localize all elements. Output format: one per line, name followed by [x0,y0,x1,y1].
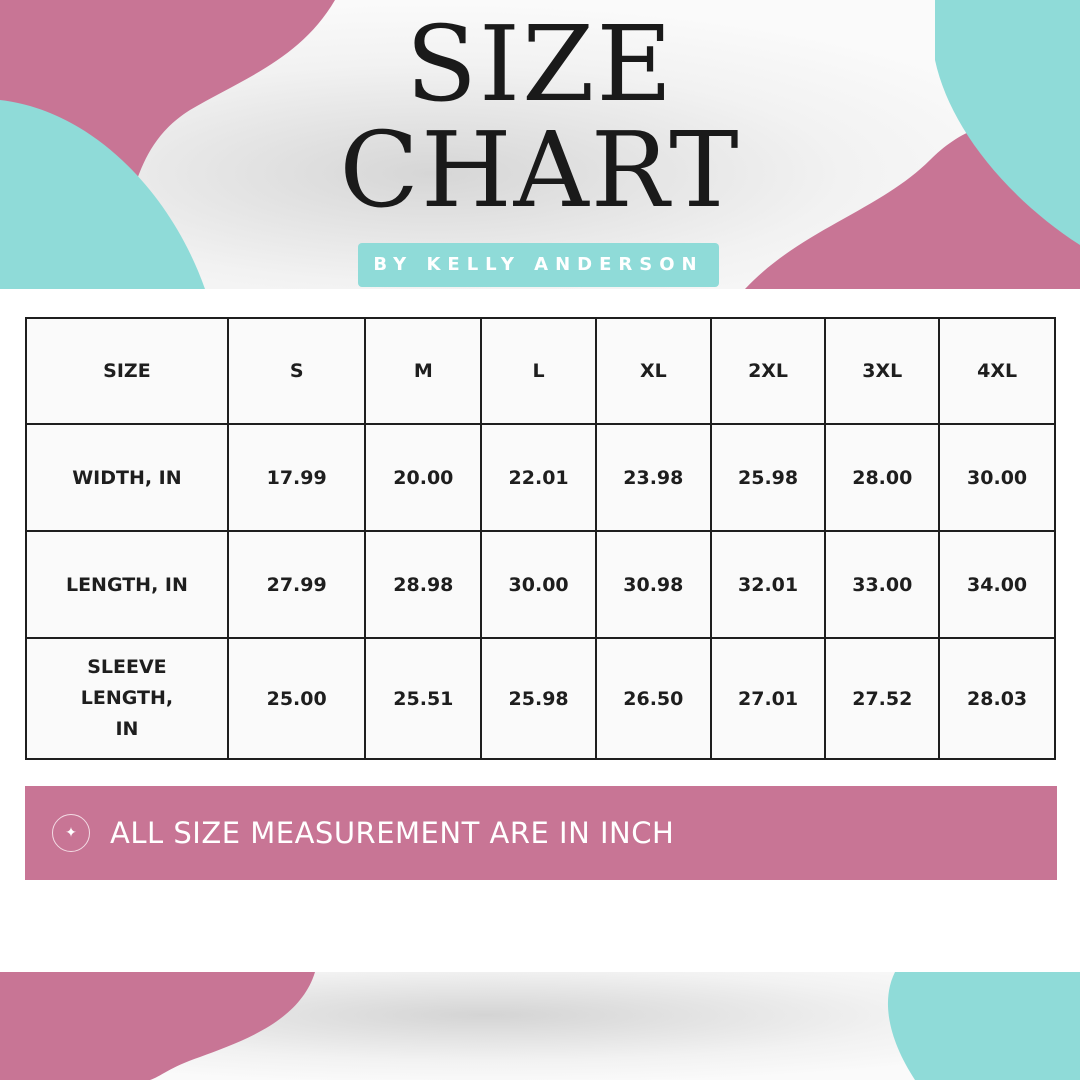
table-cell[interactable]: L [480,317,597,425]
row-label-cell[interactable]: SLEEVE LENGTH, IN [25,637,229,760]
decorative-blobs-footer [0,972,1080,1080]
table-cell[interactable]: 32.01 [709,530,827,639]
row-label-cell[interactable]: WIDTH, IN [25,423,229,532]
table-row: LENGTH, IN 27.99 28.98 30.00 30.98 32.01 33.00… [25,530,1056,639]
table-cell[interactable]: 3XL [824,317,941,425]
table-cell[interactable]: 17.99 [226,423,367,532]
table-row: WIDTH, IN 17.99 20.00 22.01 23.98 25.98 28.00 3… [25,423,1056,532]
table-header-row: SIZE S M L XL 2XL 3XL 4XL [25,317,1056,425]
sparkle-icon: ✦ [52,814,90,852]
table-cell[interactable]: S [226,317,367,425]
row-label-cell[interactable]: SIZE [25,317,229,425]
byline-badge: BY KELLY ANDERSON [358,243,719,287]
table-row: SLEEVE LENGTH, IN 25.00 25.51 25.98 26.50 27.… [25,637,1056,760]
table-cell[interactable]: 20.00 [364,423,483,532]
table-cell[interactable]: 25.98 [480,637,597,760]
row-label-cell[interactable]: LENGTH, IN [25,530,229,639]
table-cell[interactable]: M [364,317,483,425]
table-cell[interactable]: 22.01 [480,423,597,532]
table-cell[interactable]: 27.99 [226,530,367,639]
table-cell[interactable]: 30.98 [594,530,712,639]
table-cell[interactable]: 28.03 [938,637,1056,760]
title-line-2: CHART [339,109,741,231]
table-cell[interactable]: 25.51 [364,637,483,760]
table-cell[interactable]: XL [594,317,712,425]
table-cell[interactable]: 33.00 [824,530,941,639]
table-cell[interactable]: 23.98 [594,423,712,532]
decorative-blobs [0,0,1080,289]
table-cell[interactable]: 30.00 [480,530,597,639]
table-cell[interactable]: 25.98 [709,423,827,532]
size-table: SIZE S M L XL 2XL 3XL 4XL WIDTH, IN 17.99 20.00 22.… [25,317,1056,760]
table-cell[interactable]: 27.52 [824,637,941,760]
table-cell[interactable]: 27.01 [709,637,827,760]
header-banner: SIZE CHART BY KELLY ANDERSON [0,0,1080,289]
measurement-note-banner: ✦ ALL SIZE MEASUREMENT ARE IN INCH [25,786,1057,880]
table-cell[interactable]: 28.98 [364,530,483,639]
table-cell[interactable]: 30.00 [938,423,1056,532]
footer-banner [0,972,1080,1080]
table-cell[interactable]: 4XL [938,317,1056,425]
table-cell[interactable]: 26.50 [594,637,712,760]
table-cell[interactable]: 2XL [709,317,827,425]
title-line-1: SIZE [405,3,675,125]
table-cell[interactable]: 34.00 [938,530,1056,639]
measurement-note: ALL SIZE MEASUREMENT ARE IN INCH [110,816,675,850]
table-cell[interactable]: 28.00 [824,423,941,532]
table-cell[interactable]: 25.00 [226,637,367,760]
